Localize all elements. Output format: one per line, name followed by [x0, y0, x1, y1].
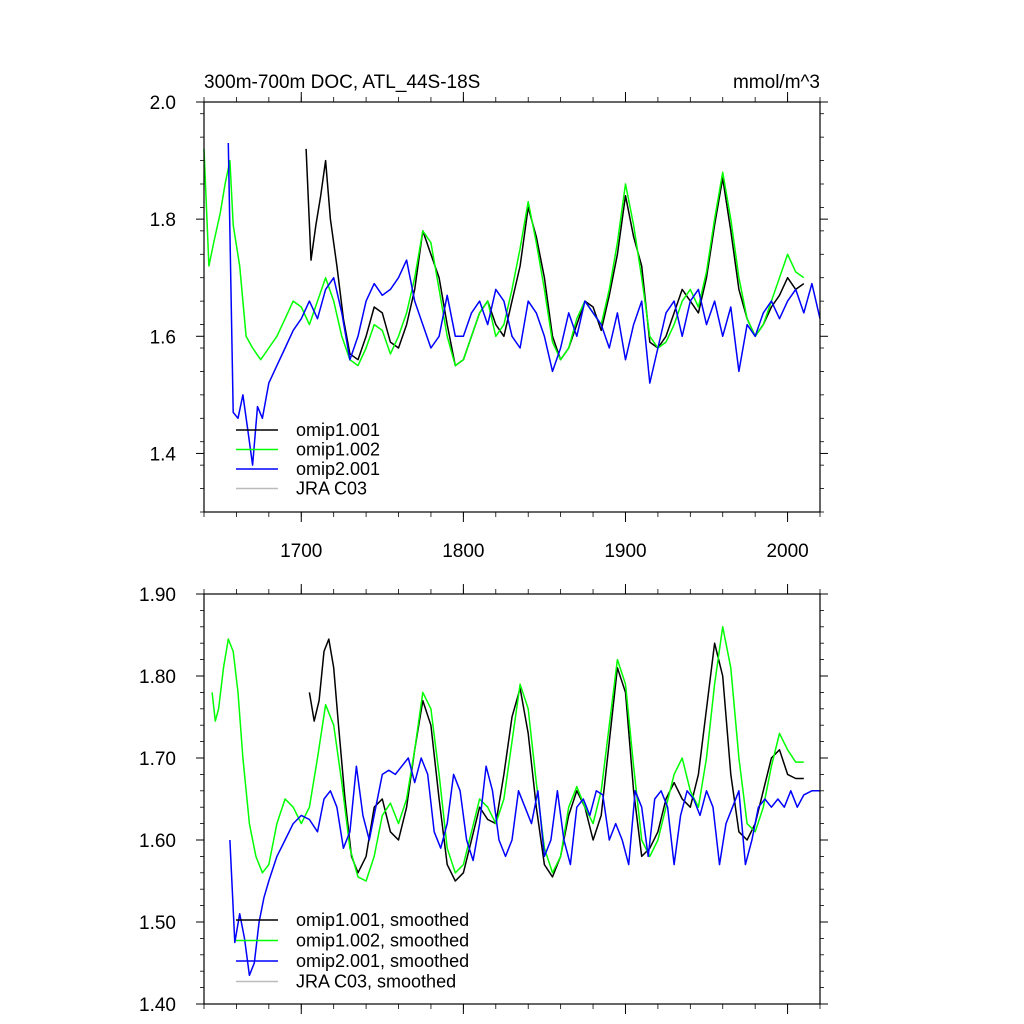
y-tick-label: 1.70	[139, 749, 176, 770]
series-line-omip2-001-smoothed	[229, 757, 820, 977]
y-tick-label: 1.6	[150, 327, 176, 348]
top-series-lines	[203, 142, 821, 466]
y-tick-label: 1.8	[150, 210, 176, 231]
y-tick-label: 1.40	[139, 995, 176, 1016]
legend-label: omip2.001, smoothed	[296, 951, 469, 971]
series-line-omip2-001	[227, 142, 821, 466]
top-plot-frame	[203, 101, 821, 513]
top-chart-panel: 300m-700m DOC, ATL_44S-18S mmol/m^3 1.41…	[150, 72, 828, 562]
series-line-omip1-002-smoothed	[211, 626, 804, 882]
series-line-omip1-002	[203, 148, 805, 367]
series-line-omip1-001	[305, 148, 805, 367]
legend-label: omip2.001	[296, 459, 380, 479]
y-tick-label: 2.0	[150, 93, 176, 114]
bottom-plot-frame	[203, 593, 821, 1005]
y-tick-label: 1.4	[150, 444, 177, 465]
x-tick-label: 1800	[442, 541, 484, 562]
legend-label: omip1.002, smoothed	[296, 931, 469, 951]
legend-label: omip1.001, smoothed	[296, 910, 469, 930]
y-tick-label: 1.60	[139, 831, 176, 852]
bottom-axis-ticks: 1.40 1.50 1.60 1.70 1.80 1.90	[139, 584, 828, 1016]
x-tick-label: 1700	[280, 541, 322, 562]
chart-units: mmol/m^3	[733, 72, 820, 93]
chart-title: 300m-700m DOC, ATL_44S-18S	[204, 72, 480, 93]
legend-label: JRA C03, smoothed	[296, 972, 456, 992]
bottom-chart-panel: 1.40 1.50 1.60 1.70 1.80 1.90 omip1.001, smoo…	[139, 584, 828, 1016]
bottom-series-lines	[211, 626, 820, 977]
y-tick-label: 1.50	[139, 913, 176, 934]
y-tick-label: 1.80	[139, 667, 176, 688]
top-axis-ticks: 1.4 1.6 1.8 2.0 1700 1800 1900 2000	[150, 92, 828, 562]
legend-label: omip1.001	[296, 420, 380, 440]
legend-label: JRA C03	[296, 479, 367, 499]
x-tick-label: 2000	[766, 541, 808, 562]
y-tick-label: 1.90	[139, 585, 176, 606]
legend-label: omip1.002	[296, 440, 380, 460]
series-line-omip1-001-smoothed	[308, 638, 804, 882]
x-tick-label: 1900	[604, 541, 646, 562]
